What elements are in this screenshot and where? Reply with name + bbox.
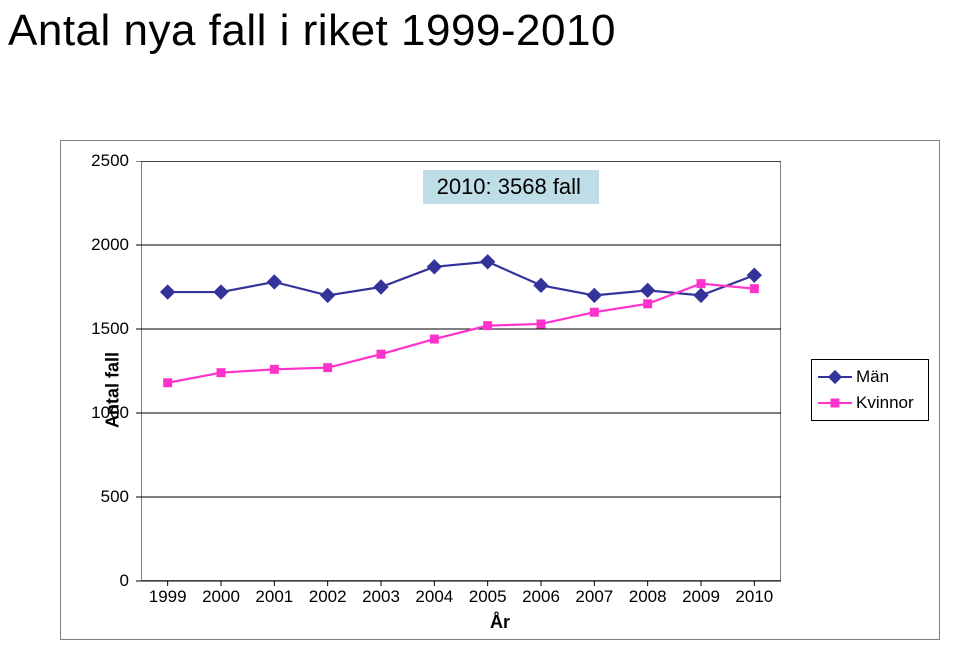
y-tick-label: 1500	[61, 319, 129, 339]
x-tick-label: 2001	[255, 587, 293, 607]
y-tick-label: 1000	[61, 403, 129, 423]
x-tick-label: 2010	[735, 587, 773, 607]
y-tick-label: 500	[61, 487, 129, 507]
legend-label-women: Kvinnor	[856, 393, 914, 413]
x-tick-label: 2000	[202, 587, 240, 607]
x-axis-title: År	[490, 612, 510, 633]
chart-container: Antal fall 2010: 3568 fall 0500100015002…	[60, 140, 940, 640]
x-tick-label: 2006	[522, 587, 560, 607]
legend-swatch-women	[818, 396, 852, 410]
x-tick-label: 2007	[575, 587, 613, 607]
x-tick-label: 2003	[362, 587, 400, 607]
x-tick-label: 2005	[469, 587, 507, 607]
y-tick-label: 2500	[61, 151, 129, 171]
legend-item-women: Kvinnor	[818, 390, 922, 416]
x-tick-label: 2009	[682, 587, 720, 607]
legend-label-men: Män	[856, 367, 889, 387]
x-tick-label: 2002	[309, 587, 347, 607]
legend: Män Kvinnor	[811, 359, 929, 421]
legend-swatch-men	[818, 370, 852, 384]
plot-area: 2010: 3568 fall	[141, 161, 781, 581]
page-title: Antal nya fall i riket 1999-2010	[8, 6, 960, 56]
x-tick-label: 2008	[629, 587, 667, 607]
x-tick-label: 1999	[149, 587, 187, 607]
legend-item-men: Män	[818, 364, 922, 390]
y-tick-label: 0	[61, 571, 129, 591]
y-tick-label: 2000	[61, 235, 129, 255]
x-tick-label: 2004	[415, 587, 453, 607]
chart-annotation: 2010: 3568 fall	[423, 170, 599, 204]
